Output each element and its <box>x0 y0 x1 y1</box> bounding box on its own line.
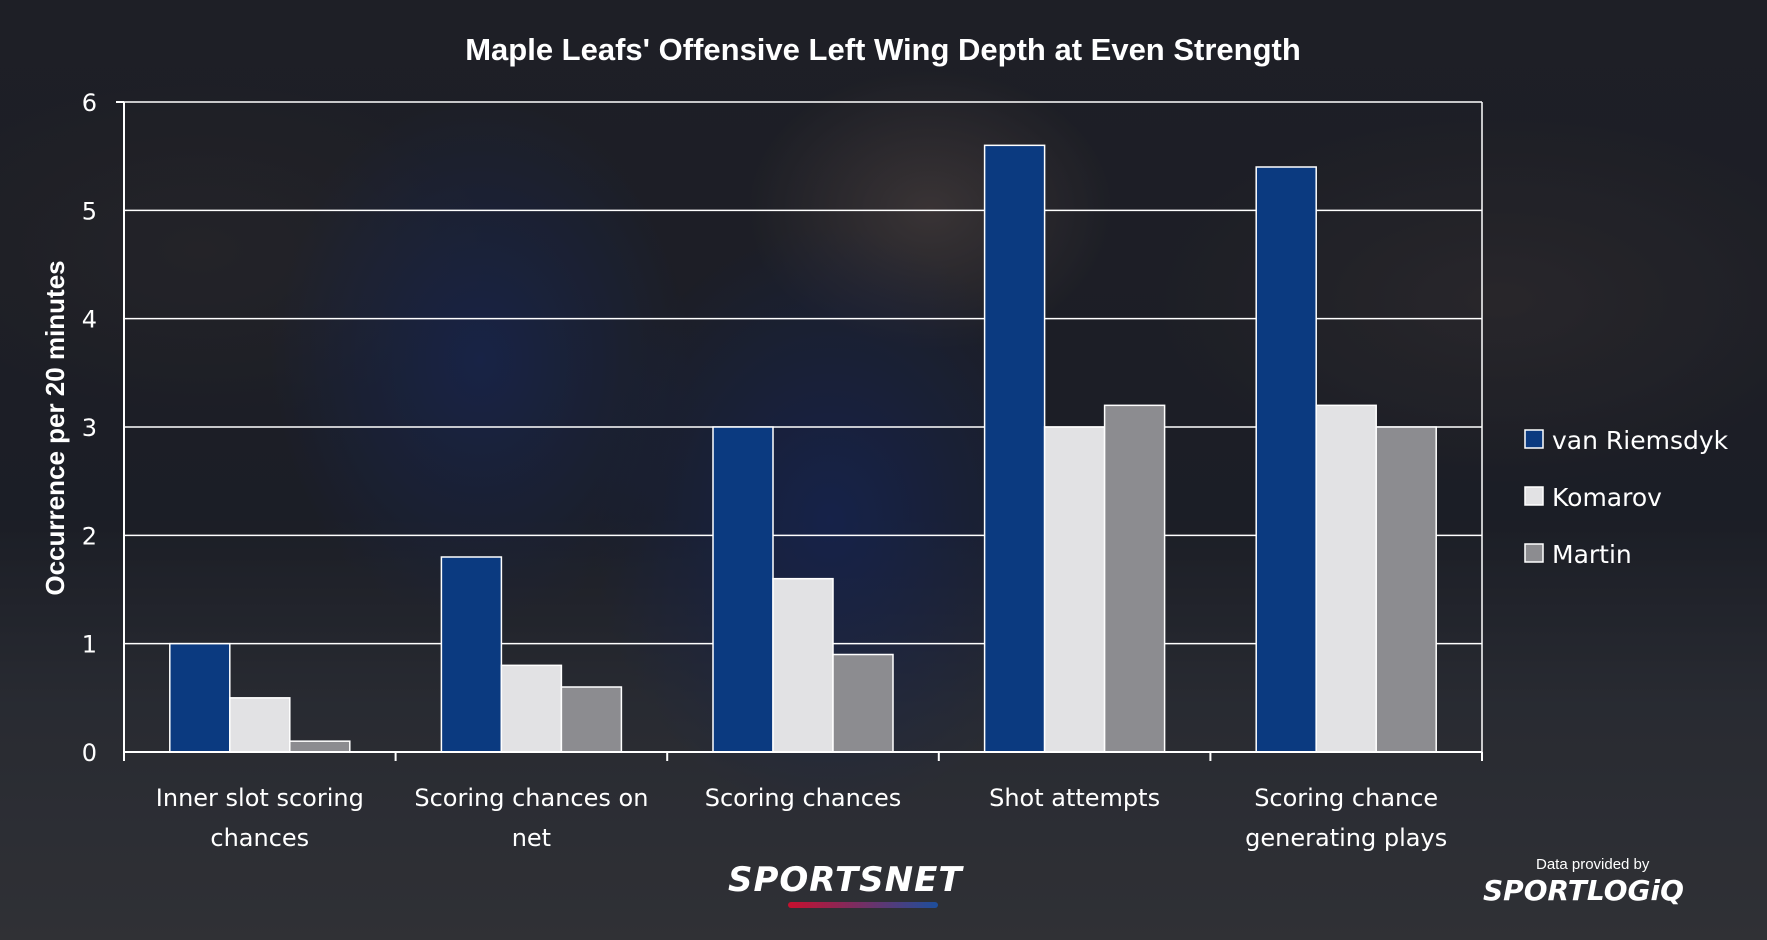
bar <box>1255 166 1317 753</box>
x-category-label: Scoring chance generating plays <box>1245 784 1447 852</box>
series-0 <box>169 144 1317 753</box>
sportlogiq-logo: SPORTLOGiQ <box>1483 874 1684 907</box>
legend-label: Komarov <box>1552 483 1662 512</box>
bar <box>289 740 351 753</box>
bar <box>1315 404 1377 753</box>
bar <box>772 577 834 753</box>
legend-swatch <box>1524 429 1544 449</box>
bar <box>983 144 1046 753</box>
y-tick-label: 2 <box>82 522 97 550</box>
legend: van Riemsdyk Komarov Martin <box>1524 426 1729 569</box>
x-category-label: Shot attempts <box>989 784 1160 812</box>
bar <box>500 664 563 753</box>
legend-swatch <box>1524 486 1544 506</box>
bar <box>1103 404 1166 753</box>
series-2 <box>289 404 1437 753</box>
x-category-label: Scoring chances on net <box>414 784 648 852</box>
bar <box>560 686 623 753</box>
y-tick-labels: 0 1 2 3 4 5 6 <box>82 89 97 767</box>
x-category-label: Inner slot scoring chances <box>156 784 364 852</box>
bar <box>1043 426 1106 753</box>
legend-swatch <box>1524 543 1544 563</box>
bar <box>712 426 774 753</box>
legend-label: Martin <box>1552 540 1632 569</box>
bar <box>229 697 291 753</box>
sportsnet-logo: SPORTSNET <box>728 860 963 908</box>
y-tick-label: 5 <box>82 197 97 225</box>
y-tick-label: 4 <box>82 306 97 334</box>
y-tick-label: 3 <box>82 414 97 442</box>
sportsnet-logo-text: SPORTSNET <box>728 860 963 900</box>
y-tick-label: 6 <box>82 89 97 117</box>
x-category-label: Scoring chances <box>705 784 902 812</box>
sportsnet-swoosh-icon <box>788 902 938 908</box>
series-1 <box>229 404 1377 753</box>
bar-series-group <box>169 144 1437 753</box>
bar <box>440 556 503 753</box>
y-tick-label: 1 <box>82 631 97 659</box>
bar <box>1375 426 1437 753</box>
y-axis-title: Occurrence per 20 minutes <box>40 260 70 595</box>
legend-label: van Riemsdyk <box>1552 426 1729 455</box>
data-credit-caption: Data provided by <box>1536 856 1650 873</box>
x-category-labels: Inner slot scoring chances Scoring chances… <box>156 784 1447 852</box>
chart-title: Maple Leafs' Offensive Left Wing Depth a… <box>465 32 1301 67</box>
y-tick-label: 0 <box>82 739 97 767</box>
bar <box>832 653 894 753</box>
axes <box>116 101 1483 761</box>
bar <box>169 642 231 753</box>
